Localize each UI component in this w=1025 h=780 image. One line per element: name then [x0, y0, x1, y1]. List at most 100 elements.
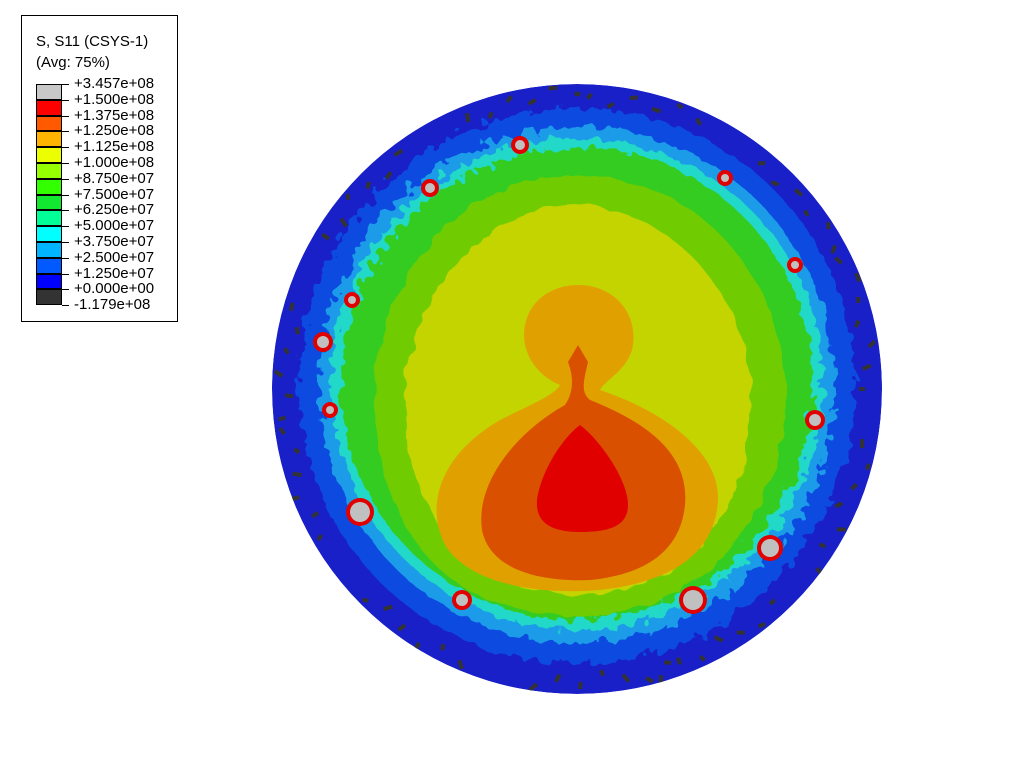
contour-dark-speck: [834, 501, 844, 509]
contour-hotspot: [721, 174, 729, 182]
contour-dark-speck: [578, 681, 583, 690]
legend-tick: [62, 84, 69, 85]
contour-dark-speck: [457, 659, 464, 670]
contour-dark-speck: [757, 622, 766, 629]
contour-dark-speck: [284, 393, 294, 399]
legend-value: +2.500e+07: [74, 248, 155, 266]
legend-swatch: [36, 242, 62, 258]
contour-dark-speck: [834, 256, 843, 265]
legend-swatch: [36, 273, 62, 290]
contour-dark-speck: [362, 597, 369, 603]
contour-dark-speck: [345, 193, 351, 201]
legend-swatch: [36, 115, 62, 132]
contour-hotspot: [348, 296, 356, 304]
legend-tick: [62, 305, 69, 307]
contour-dark-speck: [864, 463, 871, 471]
contour-dark-speck: [278, 415, 286, 422]
contour-hotspot: [515, 140, 525, 150]
legend-value: -1.179e+08: [74, 296, 151, 314]
legend-tick: [62, 226, 69, 228]
contour-dark-speck: [294, 326, 300, 335]
contour-dark-speck: [663, 660, 672, 665]
legend-swatch: [36, 289, 62, 306]
contour-hotspot: [317, 336, 329, 348]
contour-dark-speck: [826, 222, 831, 230]
contour-dark-speck: [658, 674, 664, 684]
contour-dark-speck: [339, 217, 348, 228]
contour-hotspot: [456, 594, 468, 606]
legend-value: +3.457e+08: [74, 75, 155, 92]
legend-tick: [62, 273, 69, 275]
contour-dark-speck: [554, 673, 562, 683]
legend-swatch: [36, 163, 62, 179]
contour-dark-speck: [770, 180, 780, 187]
legend-value: +7.500e+07: [74, 185, 155, 203]
contour-dark-speck: [365, 181, 371, 190]
legend-swatch: [36, 147, 62, 163]
contour-dark-speck: [465, 112, 471, 123]
contour-hotspot: [761, 539, 779, 557]
contour-red-core: [536, 425, 628, 532]
legend-value: +1.250e+07: [74, 264, 155, 282]
contour-dark-speck: [273, 369, 284, 378]
legend-value: +1.000e+08: [74, 154, 155, 171]
legend-value: +0.000e+00: [74, 280, 155, 298]
contour-dark-speck: [793, 187, 804, 197]
legend-tick: [62, 242, 69, 243]
legend-tick: [62, 178, 69, 180]
legend-tick: [62, 289, 69, 291]
contour-dark-speck: [676, 102, 684, 110]
contour-dark-speck: [573, 91, 581, 97]
contour-dark-speck: [278, 427, 286, 436]
contour-dark-speck: [397, 623, 407, 632]
contour-dark-speck: [585, 92, 593, 100]
legend-value: +3.750e+07: [74, 233, 155, 250]
contour-dark-speck: [528, 682, 539, 692]
legend-swatch: [36, 99, 62, 116]
contour-dark-speck: [713, 635, 724, 643]
contour-hotspot: [425, 183, 435, 193]
contour-hotspot: [809, 414, 821, 426]
contour-dark-speck: [644, 676, 654, 684]
contour-dark-speck: [393, 148, 404, 157]
contour-dark-speck: [292, 471, 302, 478]
legend-value: +1.500e+08: [74, 90, 155, 108]
contour-dark-speck: [548, 85, 558, 91]
contour-dark-speck: [606, 101, 615, 109]
contour-dark-speck: [384, 171, 393, 180]
contour-dark-speck: [867, 339, 877, 349]
contour-dark-speck: [293, 447, 301, 455]
legend-tick: [62, 99, 69, 101]
contour-dark-speck: [850, 482, 858, 491]
contour-hotspot: [350, 502, 370, 522]
legend-value: +1.375e+08: [74, 106, 155, 124]
contour-dark-speck: [505, 95, 513, 104]
legend-value: +6.250e+07: [74, 201, 155, 219]
contour-dark-speck: [818, 542, 826, 549]
contour-dark-speck: [311, 510, 320, 519]
contour-dark-speck: [629, 95, 638, 101]
legend-tick: [62, 210, 69, 212]
contour-dark-speck: [288, 302, 295, 312]
legend-swatch: [36, 84, 62, 100]
legend-swatch: [36, 257, 62, 274]
legend-swatch: [36, 131, 62, 148]
contour-dark-speck: [321, 232, 330, 241]
contour-dark-speck: [860, 439, 865, 449]
legend-swatch: [36, 194, 62, 211]
contour-dark-speck: [736, 630, 745, 635]
legend-tick: [62, 131, 69, 133]
contour-dark-speck: [757, 160, 766, 166]
contour-dark-speck: [488, 111, 494, 119]
contour-dark-speck: [695, 117, 703, 126]
legend-swatch: [36, 178, 62, 195]
contour-dark-speck: [383, 604, 393, 611]
legend-swatch: [36, 210, 62, 227]
legend-swatch: [36, 226, 62, 242]
legend-subtitle: (Avg: 75%): [36, 54, 110, 71]
legend-value: +1.250e+08: [74, 122, 155, 140]
legend-tick: [62, 163, 69, 164]
contour-legend: S, S11 (CSYS-1) (Avg: 75%) +3.457e+08 +1.…: [21, 15, 178, 322]
contour-dark-speck: [283, 347, 290, 355]
